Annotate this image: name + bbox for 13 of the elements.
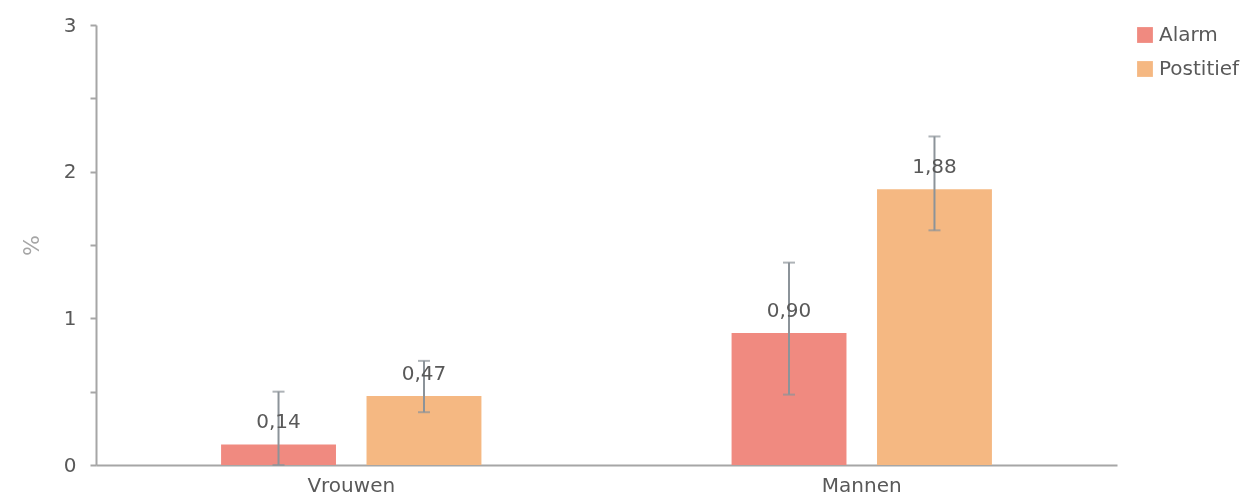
- y-tick-label: 1: [63, 305, 77, 330]
- y-tick-label: 2: [63, 159, 77, 184]
- bar: [877, 189, 992, 465]
- bar: [221, 444, 336, 465]
- x-tick-label: Mannen: [821, 472, 902, 497]
- legend-label: Alarm: [1159, 22, 1218, 46]
- y-axis-title: %: [18, 235, 44, 256]
- bar: [366, 396, 482, 465]
- legend-label: Postitief: [1159, 56, 1241, 80]
- y-tick-label: 3: [63, 12, 77, 37]
- bar: [731, 333, 847, 465]
- x-tick-label: Vrouwen: [307, 472, 396, 497]
- y-tick-label: 0: [63, 452, 77, 477]
